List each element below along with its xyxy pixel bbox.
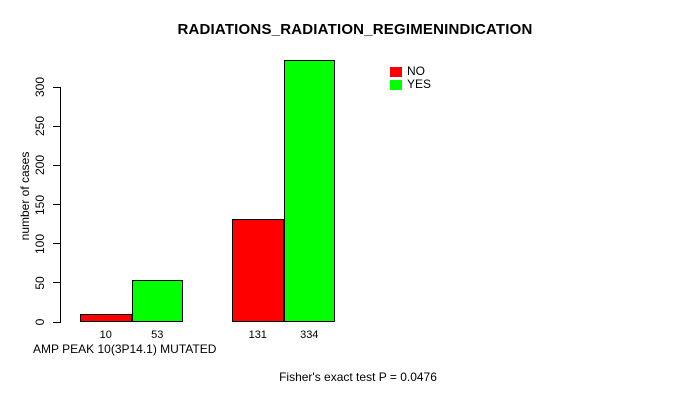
bar-count-label: 53: [151, 329, 164, 341]
bar-no-group2: [232, 219, 284, 322]
y-axis-label: number of cases: [18, 151, 32, 241]
legend-swatch-yes-icon: [390, 79, 402, 90]
y-tick-mark: [53, 243, 60, 245]
y-tick-label: 100: [33, 233, 47, 254]
y-tick-mark: [53, 125, 60, 127]
y-tick-mark: [53, 282, 60, 284]
legend: NO YES: [390, 65, 431, 91]
bar-count-label: 131: [248, 329, 267, 341]
y-tick-mark: [53, 204, 60, 205]
x-axis-label: AMP PEAK 10(3P14.1) MUTATED: [33, 342, 217, 356]
bar-count-label: 10: [99, 329, 112, 341]
y-tick-label: 50: [33, 276, 47, 290]
chart-title: RADIATIONS_RADIATION_REGIMENINDICATION: [177, 21, 533, 38]
bar-yes-group2: [283, 60, 335, 322]
y-tick-mark: [53, 164, 60, 166]
legend-swatch-no-icon: [390, 66, 402, 77]
y-tick-label: 150: [33, 194, 47, 215]
fisher-test-annotation: Fisher's exact test P = 0.0476: [279, 370, 437, 384]
bar-count-label: 334: [300, 329, 319, 341]
bar-yes-group1: [131, 280, 183, 322]
legend-item-yes: YES: [390, 78, 431, 91]
y-tick-label: 0: [33, 318, 47, 326]
legend-label-yes: YES: [407, 77, 432, 91]
legend-item-no: NO: [390, 65, 431, 78]
y-tick-mark: [53, 86, 60, 88]
y-tick-mark: [53, 321, 60, 323]
y-tick-label: 300: [33, 76, 47, 98]
y-tick-label: 200: [33, 155, 47, 176]
legend-label-no: NO: [407, 64, 425, 78]
y-axis-line: [60, 87, 61, 323]
bar-no-group1: [80, 314, 132, 322]
y-tick-label: 250: [33, 116, 47, 137]
